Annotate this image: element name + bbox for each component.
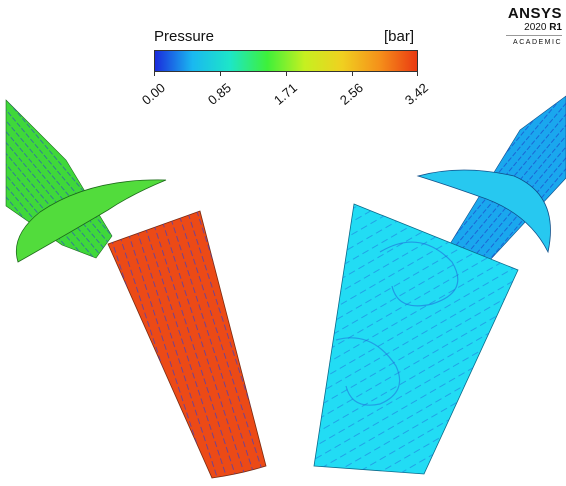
colorbar-tick bbox=[286, 72, 287, 76]
colorbar-tick bbox=[220, 72, 221, 76]
left-chamber-vectors bbox=[108, 211, 266, 478]
logo-name: ANSYS bbox=[507, 5, 562, 22]
colorbar-tick bbox=[154, 72, 155, 76]
colorbar-tick bbox=[352, 72, 353, 76]
right-domain bbox=[313, 95, 566, 475]
right-swirl-upper bbox=[379, 241, 459, 307]
right-flange bbox=[416, 169, 551, 254]
legend-title: Pressure bbox=[154, 28, 215, 45]
left-flange bbox=[15, 179, 167, 263]
pressure-colorbar bbox=[154, 50, 418, 72]
logo-version: 2020 R1 bbox=[524, 22, 562, 33]
legend-unit: [bar] bbox=[384, 28, 415, 45]
colorbar-tick bbox=[417, 72, 418, 76]
right-swirl-lower bbox=[335, 337, 401, 406]
right-chamber-vectors bbox=[314, 204, 518, 474]
logo-edition: ACADEMIC bbox=[506, 35, 562, 48]
ansys-logo: ANSYS 2020 R1 ACADEMIC bbox=[506, 6, 562, 48]
left-domain bbox=[5, 99, 267, 479]
